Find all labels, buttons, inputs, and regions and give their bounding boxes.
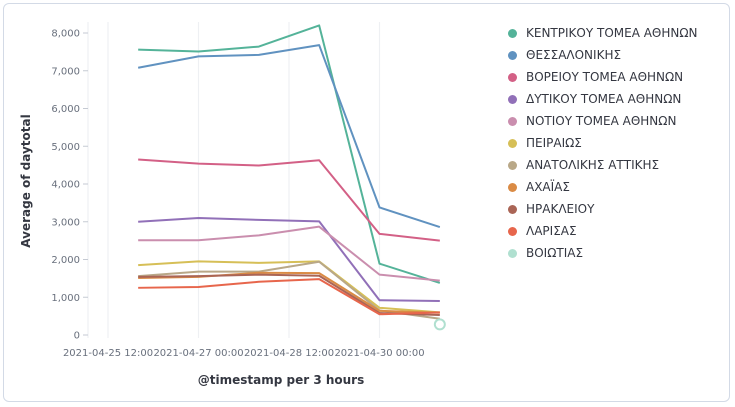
- y-axis-title: Average of daytotal: [19, 114, 33, 247]
- y-tick-label: 8,000: [51, 29, 80, 40]
- series-line: [138, 278, 440, 316]
- legend-label: ΒΟΙΩΤΙΑΣ: [526, 246, 584, 260]
- legend-item[interactable]: ΠΕΙΡΑΙΩΣ: [508, 132, 698, 154]
- legend-label: ΔΥΤΙΚΟΥ ΤΟΜΕΑ ΑΘΗΝΩΝ: [526, 92, 682, 106]
- series-line: [137, 44, 441, 228]
- legend-item[interactable]: ΚΕΝΤΡΙΚΟΥ ΤΟΜΕΑ ΑΘΗΝΩΝ: [508, 22, 698, 44]
- legend-item[interactable]: ΛΑΡΙΣΑΣ: [508, 220, 698, 242]
- y-tick-label: 7,000: [51, 66, 80, 77]
- y-tick-label: 5,000: [51, 142, 80, 153]
- legend-label: ΛΑΡΙΣΑΣ: [526, 224, 577, 238]
- x-tick-label: 2021-04-30 00:00: [334, 348, 424, 359]
- y-tick-label: 0: [74, 331, 80, 342]
- y-tick-label: 2,000: [51, 255, 80, 266]
- legend-swatch: [508, 226, 517, 236]
- legend-label: ΝΟΤΙΟΥ ΤΟΜΕΑ ΑΘΗΝΩΝ: [526, 114, 677, 128]
- series-point: [433, 318, 446, 331]
- legend-item[interactable]: ΑΝΑΤΟΛΙΚΗΣ ΑΤΤΙΚΗΣ: [508, 154, 698, 176]
- x-tick-label: 2021-04-25 12:00: [63, 348, 153, 359]
- line-chart: 0 1,000 2,000 3,000 4,000 5,000 6,000 7,000 8,00…: [19, 22, 446, 387]
- series-line: [138, 158, 440, 242]
- legend-swatch: [508, 160, 517, 170]
- legend-item[interactable]: ΔΥΤΙΚΟΥ ΤΟΜΕΑ ΑΘΗΝΩΝ: [508, 88, 698, 110]
- legend-item[interactable]: ΒΟΡΕΙΟΥ ΤΟΜΕΑ ΑΘΗΝΩΝ: [508, 66, 698, 88]
- series-line: [138, 24, 441, 284]
- legend-item[interactable]: ΗΡΑΚΛΕΙΟΥ: [508, 198, 698, 220]
- legend-swatch: [508, 138, 517, 148]
- y-tick-label: 4,000: [51, 180, 80, 191]
- x-axis: 2021-04-25 12:00 2021-04-27 00:00 2021-04-…: [63, 348, 425, 359]
- legend-label: ΑΧΑΪΑΣ: [526, 180, 570, 194]
- legend-label: ΚΕΝΤΡΙΚΟΥ ΤΟΜΕΑ ΑΘΗΝΩΝ: [526, 26, 698, 40]
- chart-panel: [3, 3, 730, 402]
- y-tick-label: 3,000: [51, 217, 80, 228]
- series-line: [138, 260, 440, 314]
- series-line: [138, 225, 440, 282]
- legend-swatch: [508, 94, 517, 104]
- legend-item[interactable]: ΝΟΤΙΟΥ ΤΟΜΕΑ ΑΘΗΝΩΝ: [508, 110, 698, 132]
- x-tick-label: 2021-04-28 12:00: [244, 348, 334, 359]
- y-axis: 0 1,000 2,000 3,000 4,000 5,000 6,000 7,000 8,00…: [51, 29, 88, 342]
- legend-swatch: [508, 72, 517, 82]
- legend-label: ΠΕΙΡΑΙΩΣ: [526, 136, 582, 150]
- grid-lines: [87, 22, 381, 338]
- legend-item[interactable]: ΒΟΙΩΤΙΑΣ: [508, 242, 698, 264]
- legend-swatch: [508, 28, 517, 38]
- y-tick-label: 6,000: [51, 104, 80, 115]
- legend-swatch: [508, 182, 517, 192]
- legend-label: ΘΕΣΣΑΛΟΝΙΚΗΣ: [526, 48, 622, 62]
- legend-swatch: [508, 116, 517, 126]
- legend-label: ΗΡΑΚΛΕΙΟΥ: [526, 202, 595, 216]
- series-line: [138, 216, 440, 303]
- series-lines: [137, 24, 446, 331]
- legend-swatch: [508, 204, 517, 214]
- legend-label: ΒΟΡΕΙΟΥ ΤΟΜΕΑ ΑΘΗΝΩΝ: [526, 70, 684, 84]
- legend-swatch: [508, 248, 517, 258]
- legend-item[interactable]: ΘΕΣΣΑΛΟΝΙΚΗΣ: [508, 44, 698, 66]
- legend-swatch: [508, 50, 517, 60]
- legend: ΚΕΝΤΡΙΚΟΥ ΤΟΜΕΑ ΑΘΗΝΩΝ ΘΕΣΣΑΛΟΝΙΚΗΣ ΒΟΡΕΙΟ…: [508, 22, 698, 264]
- x-axis-title: @timestamp per 3 hours: [198, 373, 364, 387]
- x-tick-label: 2021-04-27 00:00: [153, 348, 243, 359]
- legend-label: ΑΝΑΤΟΛΙΚΗΣ ΑΤΤΙΚΗΣ: [526, 158, 660, 172]
- y-tick-label: 1,000: [51, 293, 80, 304]
- legend-item[interactable]: ΑΧΑΪΑΣ: [508, 176, 698, 198]
